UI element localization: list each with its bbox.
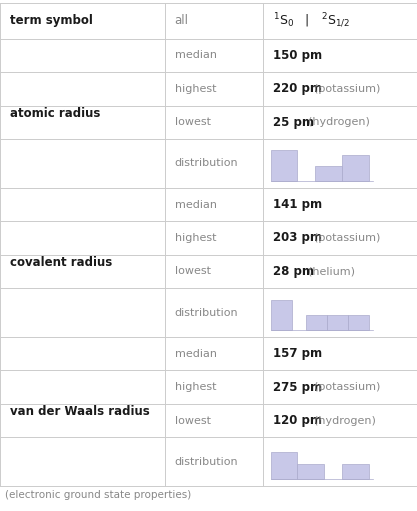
Text: median: median — [175, 349, 217, 359]
Text: term symbol: term symbol — [10, 14, 93, 28]
Bar — [342, 155, 369, 181]
Text: van der Waals radius: van der Waals radius — [10, 405, 150, 418]
Text: 150 pm: 150 pm — [273, 49, 322, 62]
Bar — [271, 452, 297, 479]
Text: 220 pm: 220 pm — [273, 82, 322, 96]
Text: distribution: distribution — [175, 158, 239, 169]
Text: 141 pm: 141 pm — [273, 198, 322, 211]
Text: 120 pm: 120 pm — [273, 414, 322, 427]
Text: $^1$S$_0$   |   $^2$S$_{1/2}$: $^1$S$_0$ | $^2$S$_{1/2}$ — [273, 12, 349, 30]
Bar — [348, 315, 369, 330]
Bar — [271, 300, 292, 330]
Text: distribution: distribution — [175, 308, 239, 317]
Bar — [297, 464, 324, 479]
Text: (helium): (helium) — [308, 266, 355, 276]
Bar — [327, 315, 348, 330]
Text: 157 pm: 157 pm — [273, 347, 322, 360]
Text: highest: highest — [175, 84, 216, 94]
Text: (electronic ground state properties): (electronic ground state properties) — [5, 490, 191, 500]
Bar — [315, 166, 342, 181]
Text: highest: highest — [175, 233, 216, 243]
Text: atomic radius: atomic radius — [10, 107, 100, 120]
Text: lowest: lowest — [175, 415, 211, 426]
Text: median: median — [175, 51, 217, 60]
Text: lowest: lowest — [175, 118, 211, 127]
Text: 275 pm: 275 pm — [273, 381, 322, 393]
Bar — [342, 464, 369, 479]
Text: lowest: lowest — [175, 266, 211, 276]
Text: 203 pm: 203 pm — [273, 231, 322, 244]
Bar — [271, 150, 297, 181]
Text: 28 pm: 28 pm — [273, 265, 314, 278]
Text: (hydrogen): (hydrogen) — [308, 118, 369, 127]
Text: 25 pm: 25 pm — [273, 116, 314, 129]
Text: highest: highest — [175, 382, 216, 392]
Text: all: all — [175, 14, 189, 28]
Text: (potassium): (potassium) — [314, 382, 380, 392]
Text: covalent radius: covalent radius — [10, 256, 112, 269]
Text: median: median — [175, 199, 217, 210]
Text: (potassium): (potassium) — [314, 233, 380, 243]
Text: distribution: distribution — [175, 457, 239, 467]
Text: (hydrogen): (hydrogen) — [314, 415, 376, 426]
Text: (potassium): (potassium) — [314, 84, 380, 94]
Bar — [306, 315, 327, 330]
